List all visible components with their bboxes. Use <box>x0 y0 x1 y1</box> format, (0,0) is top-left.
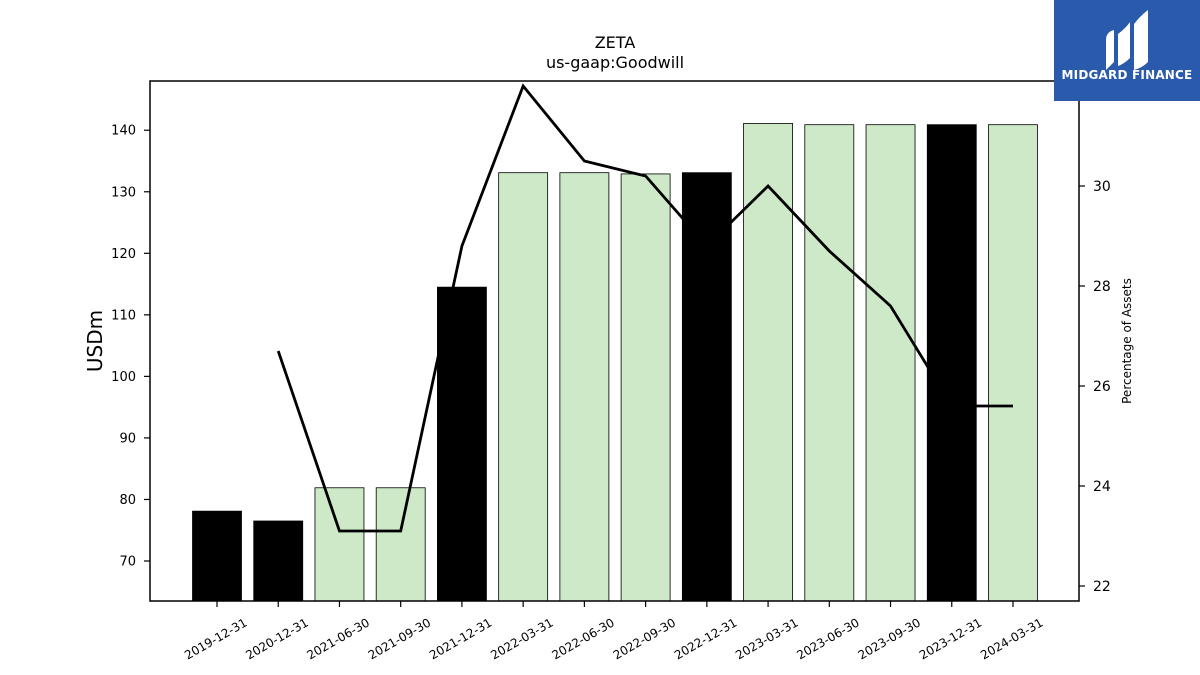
plot-frame <box>149 80 1080 602</box>
y-tick-label: 120 <box>111 247 136 262</box>
y-tick-label: 140 <box>111 124 136 139</box>
chart-subtitle: us-gaap:Goodwill <box>546 53 684 72</box>
bar-2023-12-31 <box>926 124 977 602</box>
y-tick-label: 70 <box>119 555 136 570</box>
x-tick-label: 2023-06-30 <box>794 615 861 662</box>
bar-2024-03-31 <box>988 124 1038 602</box>
bar-2021-09-30 <box>375 487 426 602</box>
bar-2023-03-31 <box>743 123 793 602</box>
y-tick-label: 100 <box>111 370 136 385</box>
bar-group <box>192 123 1038 602</box>
bar-2020-12-31 <box>253 520 304 602</box>
brand-logo: MIDGARD FINANCE <box>1054 0 1200 101</box>
y-tick-label: 80 <box>119 493 136 508</box>
x-tick-label: 2023-12-31 <box>917 615 984 662</box>
chart-title: ZETA <box>595 33 636 52</box>
x-tick-label: 2022-03-31 <box>488 615 555 662</box>
y-tick-label: 130 <box>111 185 136 200</box>
bar-2021-06-30 <box>314 487 365 602</box>
bar-2023-06-30 <box>804 124 855 602</box>
x-tick-label: 2021-09-30 <box>366 615 433 662</box>
y-axis-label: USDm <box>83 310 107 372</box>
x-tick-label: 2023-03-31 <box>733 615 800 662</box>
x-tick-label: 2020-12-31 <box>243 615 310 662</box>
x-tick-label: 2019-12-31 <box>182 615 249 662</box>
y2-axis-label: Percentage of Assets <box>1120 278 1134 404</box>
bar-2021-12-31 <box>437 286 487 602</box>
y-tick-label: 90 <box>119 431 136 446</box>
x-axis: 2019-12-312020-12-312021-06-302021-09-30… <box>182 601 1046 662</box>
bar-2022-09-30 <box>620 173 671 602</box>
x-tick-label: 2024-03-31 <box>978 615 1045 662</box>
logo-mark-icon <box>1106 10 1148 70</box>
bar-2019-12-31 <box>192 510 242 602</box>
bar-2023-09-30 <box>865 124 916 602</box>
x-tick-label: 2022-09-30 <box>611 615 678 662</box>
y2-tick-label: 22 <box>1093 579 1111 595</box>
y-axis-right: 22 24 26 28 30 <box>1079 179 1111 595</box>
y2-tick-label: 24 <box>1093 479 1111 495</box>
y2-tick-label: 26 <box>1093 379 1111 395</box>
x-tick-label: 2022-12-31 <box>672 615 739 662</box>
bar-2022-06-30 <box>559 172 610 602</box>
y2-tick-label: 30 <box>1093 179 1111 195</box>
x-tick-label: 2021-06-30 <box>305 615 372 662</box>
x-tick-label: 2022-06-30 <box>549 615 616 662</box>
percentage-line <box>276 83 1013 533</box>
y2-tick-label: 28 <box>1093 279 1111 295</box>
x-tick-label: 2023-09-30 <box>856 615 923 662</box>
y-tick-label: 110 <box>111 308 136 323</box>
y-axis-left: 70 80 90 100 110 120 130 140 <box>111 124 150 570</box>
x-tick-label: 2021-12-31 <box>427 615 494 662</box>
bar-2022-12-31 <box>681 172 732 602</box>
bar-2022-03-31 <box>498 172 549 602</box>
logo-text: MIDGARD FINANCE <box>1061 68 1193 82</box>
